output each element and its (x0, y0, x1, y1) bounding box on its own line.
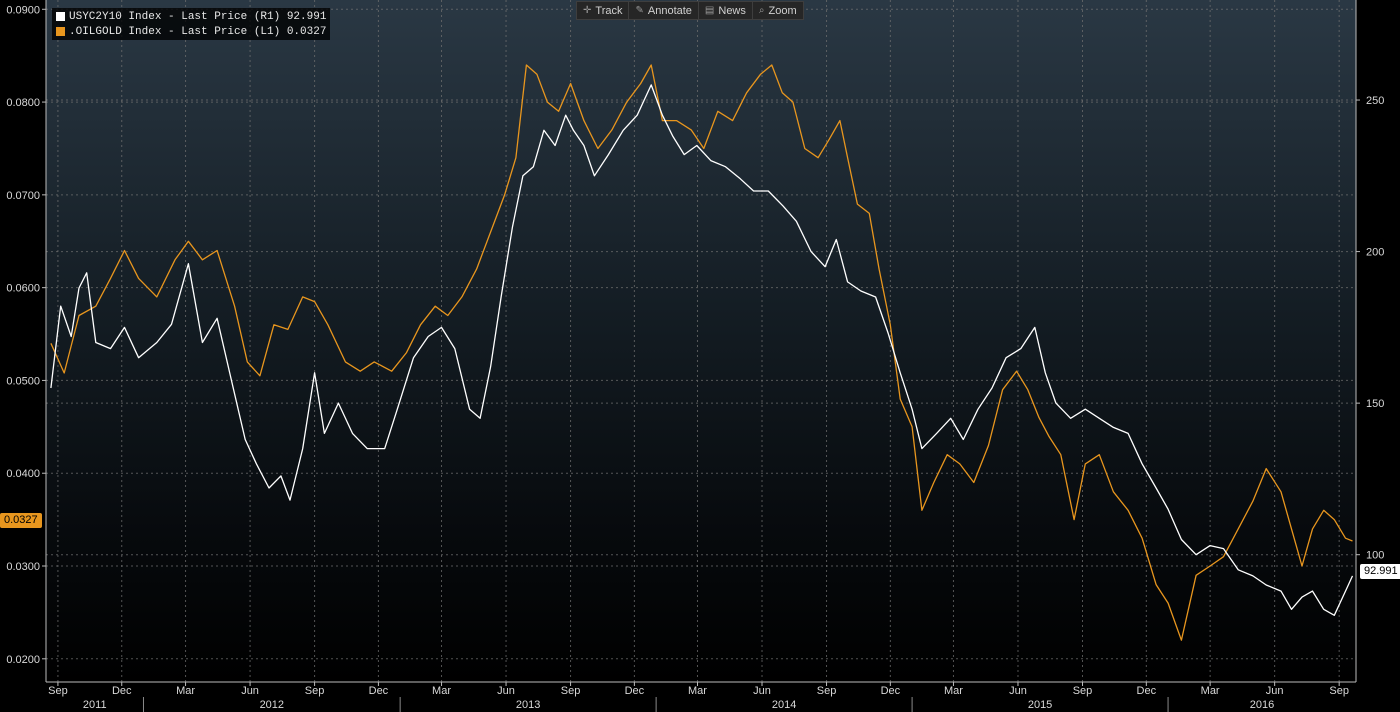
month-label: Dec (112, 685, 132, 697)
crosshair-icon: ✛ (583, 5, 592, 16)
month-label: Dec (1137, 685, 1157, 697)
year-label: 2015 (1028, 699, 1052, 711)
year-label: 2014 (772, 699, 796, 711)
series-lines (50, 64, 1354, 641)
zoom-button[interactable]: ⌕ Zoom (753, 2, 803, 19)
month-label: Sep (48, 685, 68, 697)
right-tick-label: 150 (1366, 398, 1384, 410)
left-tick-label: 0.0300 (6, 561, 40, 573)
x-axis: Sep Dec Mar Jun Sep Dec Mar Jun Sep Dec Mar Jun Sep D… (46, 681, 1356, 712)
legend-label-oilgold: .OILGOLD Index - Last Price (L1) 0.0327 (69, 25, 327, 38)
series-line-oilgold (50, 64, 1353, 641)
last-value-tag-oilgold: 0.0327 (0, 513, 42, 528)
month-label: Jun (1009, 685, 1027, 697)
month-label: Jun (753, 685, 771, 697)
year-label: 2012 (260, 699, 284, 711)
month-label: Dec (881, 685, 901, 697)
track-label: Track (595, 4, 623, 17)
month-label: Mar (432, 685, 451, 697)
chart-toolbar: ✛ Track ✎ Annotate ▤ News ⌕ Zoom (576, 1, 804, 20)
news-button[interactable]: ▤ News (699, 2, 753, 19)
month-label: Jun (1266, 685, 1284, 697)
legend-swatch-orange (56, 27, 65, 36)
legend-label-usyc: USYC2Y10 Index - Last Price (R1) 92.991 (69, 10, 327, 23)
month-label: Sep (1329, 685, 1349, 697)
left-tick-label: 0.0600 (6, 283, 40, 295)
month-label: Sep (817, 685, 837, 697)
grid (46, 0, 1356, 682)
plot-background (46, 0, 1356, 682)
month-label: Sep (305, 685, 325, 697)
month-label: Jun (241, 685, 259, 697)
right-tick-label: 100 (1366, 550, 1384, 562)
year-label: 2011 (83, 699, 107, 711)
left-tick-label: 0.0700 (6, 190, 40, 202)
month-label: Mar (1201, 685, 1220, 697)
series-line-usyc (50, 84, 1354, 616)
month-label: Mar (688, 685, 707, 697)
month-label: Sep (1073, 685, 1093, 697)
annotate-label: Annotate (647, 4, 692, 17)
month-label: Mar (944, 685, 963, 697)
pencil-icon: ✎ (635, 5, 644, 16)
left-tick-label: 0.0500 (6, 375, 40, 387)
left-tick-label: 0.0400 (6, 468, 40, 480)
news-icon: ▤ (704, 5, 715, 16)
legend-entry-usyc[interactable]: USYC2Y10 Index - Last Price (R1) 92.991 (56, 9, 326, 24)
news-label: News (718, 4, 746, 17)
legend-entry-oilgold[interactable]: .OILGOLD Index - Last Price (L1) 0.0327 (56, 24, 326, 39)
right-axis: 100 150 200 250 (1355, 0, 1384, 682)
left-tick-label: 0.0900 (6, 4, 40, 16)
left-tick-label: 0.0800 (6, 97, 40, 109)
year-label: 2013 (516, 699, 540, 711)
annotate-button[interactable]: ✎ Annotate (629, 2, 699, 19)
last-value-tag-usyc: 92.991 (1360, 564, 1400, 579)
month-label: Dec (625, 685, 645, 697)
year-label: 2016 (1250, 699, 1274, 711)
left-axis: 0.0200 0.0300 0.0400 0.0500 0.0600 0.0700 0.08… (6, 0, 47, 682)
magnifier-icon: ⌕ (758, 5, 765, 16)
legend-swatch-white (56, 12, 65, 21)
left-tick-label: 0.0200 (6, 654, 40, 666)
month-label: Sep (561, 685, 581, 697)
right-tick-label: 200 (1366, 247, 1384, 259)
chart-legend: USYC2Y10 Index - Last Price (R1) 92.991 … (52, 8, 331, 40)
month-label: Jun (497, 685, 515, 697)
month-label: Dec (369, 685, 389, 697)
right-tick-label: 250 (1366, 95, 1384, 107)
month-label: Mar (176, 685, 195, 697)
zoom-label: Zoom (768, 4, 797, 17)
track-button[interactable]: ✛ Track (577, 2, 630, 19)
